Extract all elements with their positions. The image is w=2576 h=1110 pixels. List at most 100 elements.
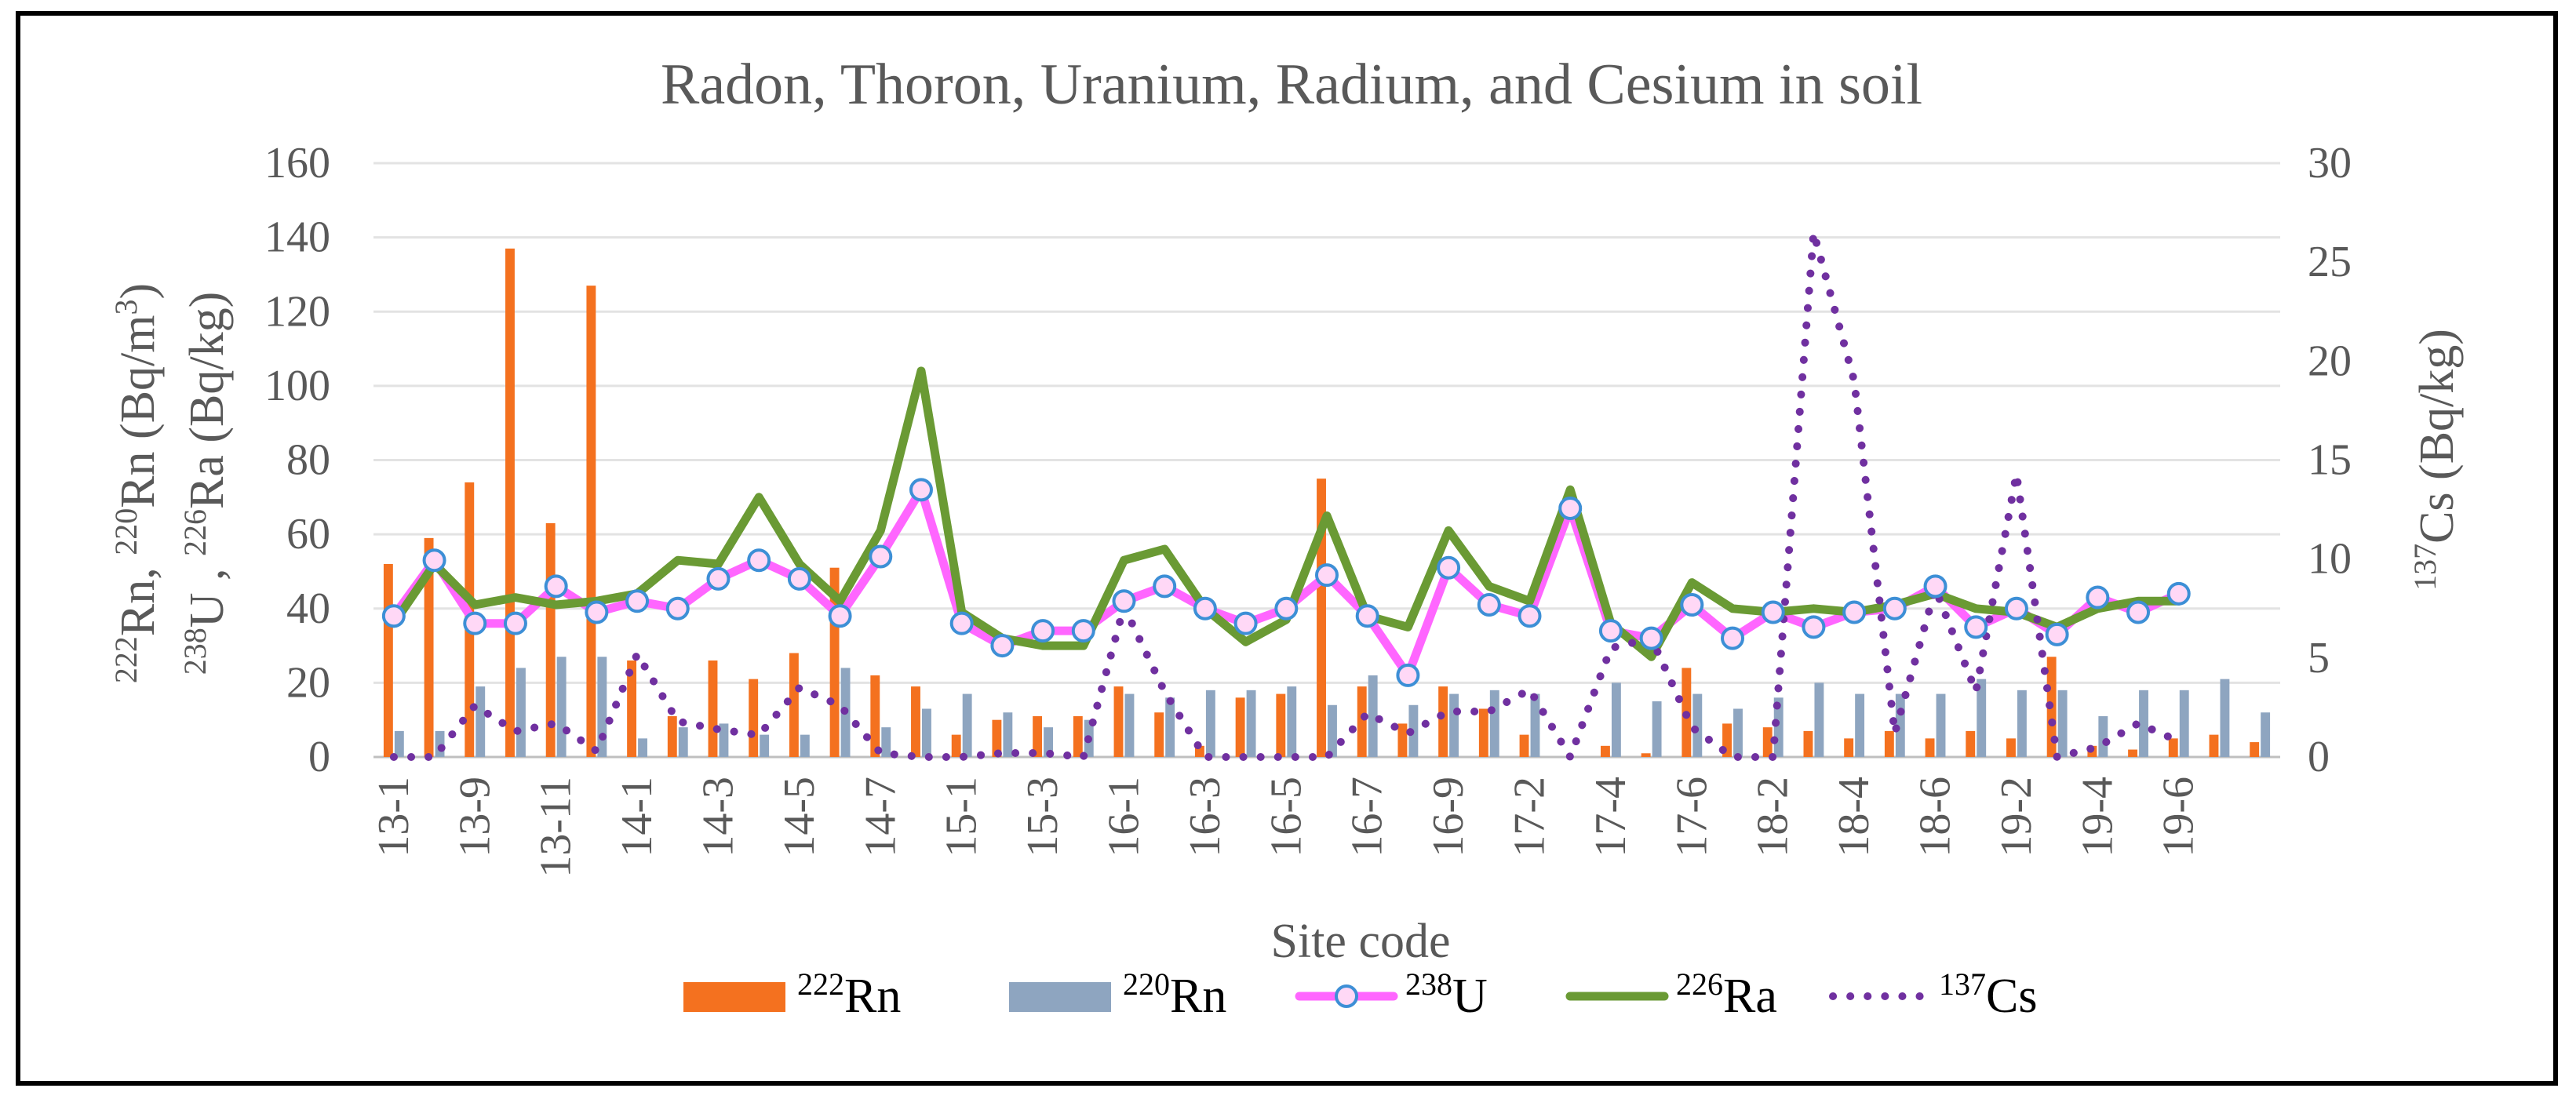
x-axis-label: Site code: [1271, 915, 1451, 968]
bar-222: [1884, 730, 1894, 757]
y-tick-label-right: 15: [2308, 436, 2352, 485]
bar-222: [1722, 723, 1732, 757]
bar-222: [383, 563, 393, 757]
y-axis-label-right-text: 137Cs (Bq/kg): [2407, 329, 2464, 591]
bar-220: [1652, 701, 1662, 757]
bar-220: [1530, 693, 1540, 757]
bar-222: [1397, 723, 1408, 757]
bar-220: [1328, 704, 1337, 757]
y-tick-label-right: 5: [2308, 634, 2330, 682]
bar-220: [2220, 679, 2230, 757]
bar-220: [2017, 690, 2027, 757]
bar-222: [708, 660, 718, 757]
x-tick-label: 18-4: [1830, 777, 1878, 857]
marker-238: [2004, 596, 2028, 621]
bar-222: [2250, 742, 2260, 757]
legend-label-222: 222Rn: [797, 966, 901, 1023]
marker-238: [1923, 574, 1947, 599]
x-tick-label: 18-6: [1911, 777, 1960, 857]
x-tick-label: 16-5: [1262, 777, 1310, 857]
bar-222: [1276, 693, 1286, 757]
bar-220: [1165, 697, 1175, 757]
marker-238: [665, 596, 690, 621]
marker-238: [381, 604, 406, 628]
y-tick-label-left: 0: [308, 733, 330, 781]
bar-222: [1925, 738, 1935, 757]
marker-238: [503, 611, 527, 635]
bar-220: [394, 730, 404, 757]
bar-222: [1966, 730, 1976, 757]
marker-238: [1761, 600, 1785, 624]
bar-222: [951, 734, 961, 757]
y-tick-label-right: 0: [2308, 733, 2330, 781]
bar-220: [556, 657, 567, 757]
y-tick-label-left: 40: [286, 584, 330, 633]
marker-238: [625, 589, 650, 613]
y-tick-label-left: 140: [264, 213, 330, 262]
bar-222: [1519, 734, 1529, 757]
marker-238: [1680, 593, 1704, 617]
bar-222: [667, 715, 677, 757]
x-tick-label: 16-9: [1424, 777, 1473, 857]
bar-222: [992, 719, 1002, 757]
bar-220: [962, 693, 972, 757]
x-tick-label: 19-2: [1992, 777, 2041, 857]
bar-220: [2261, 712, 2271, 757]
y-tick-label-left: 160: [264, 139, 330, 187]
legend-label-238: 238U: [1405, 966, 1488, 1023]
line-137: [389, 228, 2183, 761]
y-tick-label-left: 100: [264, 362, 330, 410]
bar-222: [911, 686, 920, 757]
x-tick-label: 15-3: [1018, 777, 1067, 857]
legend-marker-238: [1335, 984, 1358, 1008]
marker-238: [1639, 626, 1663, 650]
marker-238: [1477, 593, 1501, 617]
x-tick-label: 16-3: [1181, 777, 1230, 857]
marker-238: [990, 634, 1015, 658]
marker-238: [1112, 589, 1136, 613]
bar-220: [1814, 682, 1824, 757]
bar-220: [1895, 693, 1905, 757]
marker-238: [544, 574, 568, 599]
chart-frame: 0 20 40 60 80 100 120 140 160 0 5 10 15 20 25 30 13-1 13-…: [16, 11, 2558, 1086]
x-tick-label: 14-5: [775, 777, 824, 857]
bar-220: [1489, 690, 1499, 757]
bar-222: [627, 660, 637, 757]
marker-238: [1518, 604, 1542, 628]
bar-222: [1641, 753, 1651, 757]
marker-238: [1274, 596, 1299, 621]
bar-220: [1611, 682, 1621, 757]
bar-220: [922, 708, 931, 757]
bar-222: [1438, 686, 1448, 757]
marker-238: [1233, 611, 1258, 635]
bars: [383, 248, 2271, 758]
legend: 222Rn 220Rn 238U 226Ra 137Cs: [683, 966, 2037, 1023]
x-tick-label: 16-1: [1099, 777, 1148, 857]
bar-220: [1733, 708, 1743, 757]
marker-238: [828, 604, 852, 628]
bar-220: [1936, 693, 1946, 757]
x-tick-label: 14-1: [613, 777, 661, 857]
bar-220: [2057, 690, 2068, 757]
bar-222: [1154, 712, 1164, 757]
legend-swatch-220: [1009, 982, 1111, 1012]
bar-222: [1033, 715, 1043, 757]
marker-238: [1193, 596, 1217, 621]
series-markers: [381, 478, 2191, 687]
x-tick-label: 17-6: [1667, 777, 1716, 857]
legend-swatch-222: [683, 982, 785, 1012]
y-tick-label-left: 60: [286, 510, 330, 559]
bar-222: [749, 679, 759, 757]
marker-238: [869, 544, 893, 569]
chart-title: Radon, Thoron, Uranium, Radium, and Cesi…: [661, 53, 1922, 117]
marker-238: [2086, 585, 2110, 610]
bar-222: [2006, 738, 2016, 757]
x-tick-label: 14-7: [856, 777, 905, 857]
bar-222: [1073, 715, 1083, 757]
bar-220: [1773, 697, 1784, 757]
x-tick-label: 13-9: [450, 777, 499, 857]
marker-238: [1558, 497, 1583, 521]
bar-220: [1003, 712, 1013, 757]
bar-222: [1844, 738, 1854, 757]
bar-220: [1205, 690, 1215, 757]
